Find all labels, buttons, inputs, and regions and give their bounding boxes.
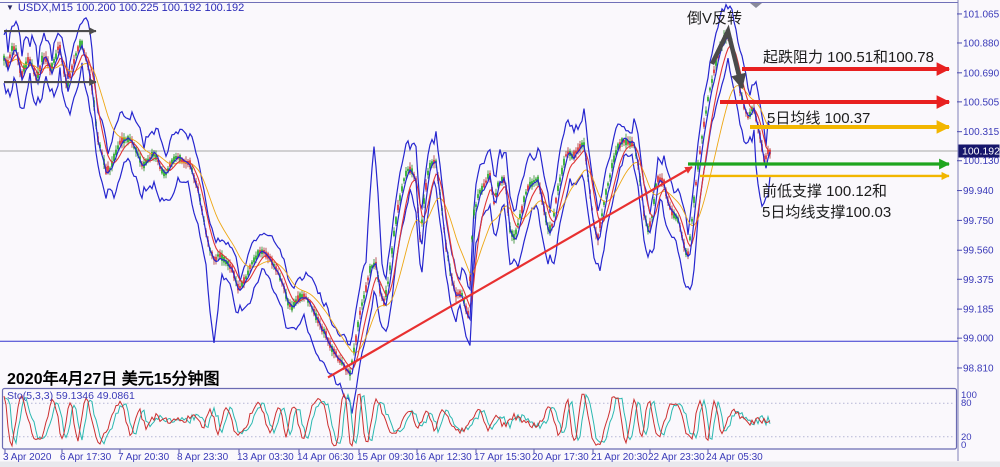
annotation-inverted-v: 倒V反转	[687, 10, 743, 27]
svg-text:100: 100	[961, 390, 977, 401]
trendline-arrow[interactable]	[327, 166, 693, 379]
svg-text:16 Apr 12:30: 16 Apr 12:30	[415, 452, 472, 463]
annotation-support: 前低支撑 100.12和 5日均线支撑100.03	[762, 181, 891, 223]
svg-text:100.690: 100.690	[963, 68, 1000, 79]
svg-text:99.185: 99.185	[963, 305, 994, 316]
svg-text:99.750: 99.750	[963, 216, 994, 227]
svg-text:100.130: 100.130	[963, 156, 1000, 167]
svg-text:100.505: 100.505	[963, 97, 1000, 108]
svg-text:22 Apr 23:30: 22 Apr 23:30	[648, 452, 705, 463]
ohlc-text: USDX,M15 100.200 100.225 100.192 100.192	[17, 2, 245, 14]
ma-red-line	[3, 45, 771, 370]
svg-text:7 Apr 20:30: 7 Apr 20:30	[118, 452, 170, 463]
svg-text:3 Apr 2020: 3 Apr 2020	[3, 452, 52, 463]
inverted-v-arrow[interactable]	[709, 24, 747, 90]
svg-text:99.375: 99.375	[963, 275, 994, 286]
time-axis[interactable]: 3 Apr 2020 6 Apr 17:30 7 Apr 20:30 8 Apr 23…	[3, 449, 763, 464]
svg-text:80: 80	[961, 398, 972, 409]
current-price-badge: 100.192	[958, 144, 1000, 158]
bollinger-upper-band	[3, 2, 771, 346]
svg-text:100.192: 100.192	[962, 146, 1000, 158]
bollinger-lower-band	[3, 57, 771, 414]
svg-text:14 Apr 06:30: 14 Apr 06:30	[297, 452, 354, 463]
svg-text:13 Apr 03:30: 13 Apr 03:30	[237, 452, 294, 463]
bottom-strip	[0, 461, 1000, 467]
stochastic-label: Sto(5,3,3) 59.1346 49.0861	[7, 390, 135, 402]
svg-text:98.810: 98.810	[963, 363, 994, 374]
scroll-to-end-icon[interactable]	[750, 3, 762, 8]
stochastic-main-line	[3, 392, 771, 448]
svg-text:20: 20	[961, 432, 972, 443]
svg-text:8 Apr 23:30: 8 Apr 23:30	[177, 452, 229, 463]
svg-text:99.940: 99.940	[963, 186, 994, 197]
annotation-resistance: 起跌阻力 100.51和100.78	[763, 49, 934, 66]
stochastic-signal-line	[3, 393, 771, 446]
price-axis[interactable]: 101.065 100.880 100.690 100.505 100.315 100.1…	[957, 0, 1000, 461]
annotation-support-line1: 前低支撑 100.12和	[762, 183, 888, 200]
svg-text:6 Apr 17:30: 6 Apr 17:30	[60, 452, 112, 463]
svg-text:100.880: 100.880	[963, 38, 1000, 49]
svg-text:17 Apr 15:30: 17 Apr 15:30	[474, 452, 531, 463]
annotation-support-line2: 5日均线支撑100.03	[762, 204, 892, 221]
ma-orange-line	[3, 58, 771, 354]
date-caption: 2020年4月27日 美元15分钟图	[7, 371, 220, 388]
svg-text:0: 0	[961, 440, 966, 451]
svg-text:101.065: 101.065	[963, 9, 1000, 20]
bollinger-middle-band	[3, 36, 771, 375]
svg-text:20 Apr 17:30: 20 Apr 17:30	[532, 452, 589, 463]
annotation-ma5: 5日均线 100.37	[767, 110, 871, 127]
svg-text:15 Apr 09:30: 15 Apr 09:30	[357, 452, 414, 463]
symbol-ohlc-label: ▼ USDX,M15 100.200 100.225 100.192 100.19…	[6, 2, 244, 14]
symbol-dropdown-icon[interactable]: ▼	[6, 3, 14, 12]
svg-text:99.000: 99.000	[963, 334, 994, 345]
svg-text:21 Apr 20:30: 21 Apr 20:30	[591, 452, 648, 463]
svg-text:99.560: 99.560	[963, 246, 994, 257]
annotation-arrows	[4, 24, 951, 379]
svg-text:100.315: 100.315	[963, 127, 1000, 138]
price-pane[interactable]	[3, 2, 771, 414]
svg-text:24 Apr 05:30: 24 Apr 05:30	[706, 452, 763, 463]
